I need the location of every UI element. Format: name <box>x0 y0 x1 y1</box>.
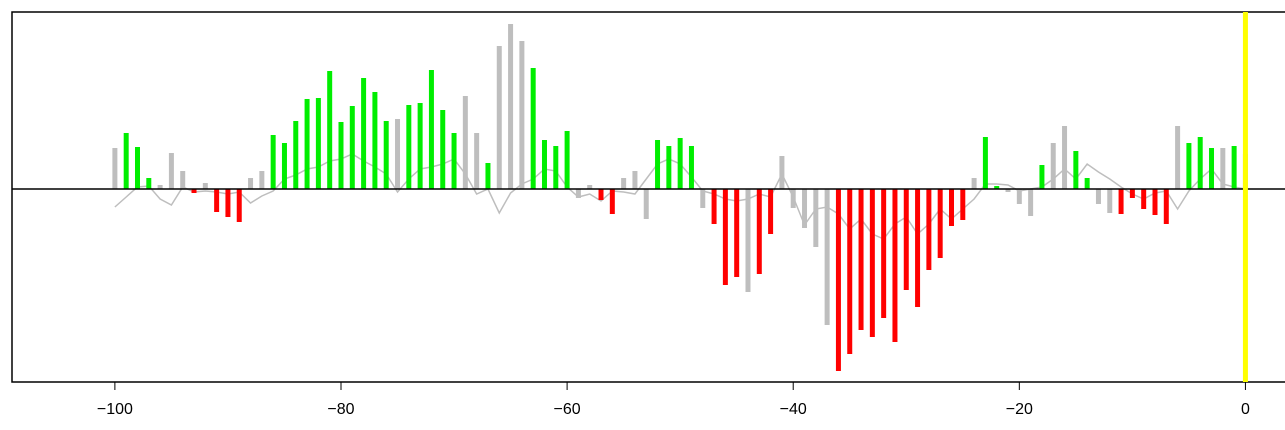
x-tick-label: −20 <box>1006 401 1033 418</box>
x-tick-label: −40 <box>780 401 807 418</box>
x-tick-label: −60 <box>554 401 581 418</box>
x-tick-label: −80 <box>327 401 354 418</box>
x-tick-label: 0 <box>1241 401 1250 418</box>
plot-frame <box>11 11 1285 383</box>
x-tick-label: −100 <box>97 401 133 418</box>
